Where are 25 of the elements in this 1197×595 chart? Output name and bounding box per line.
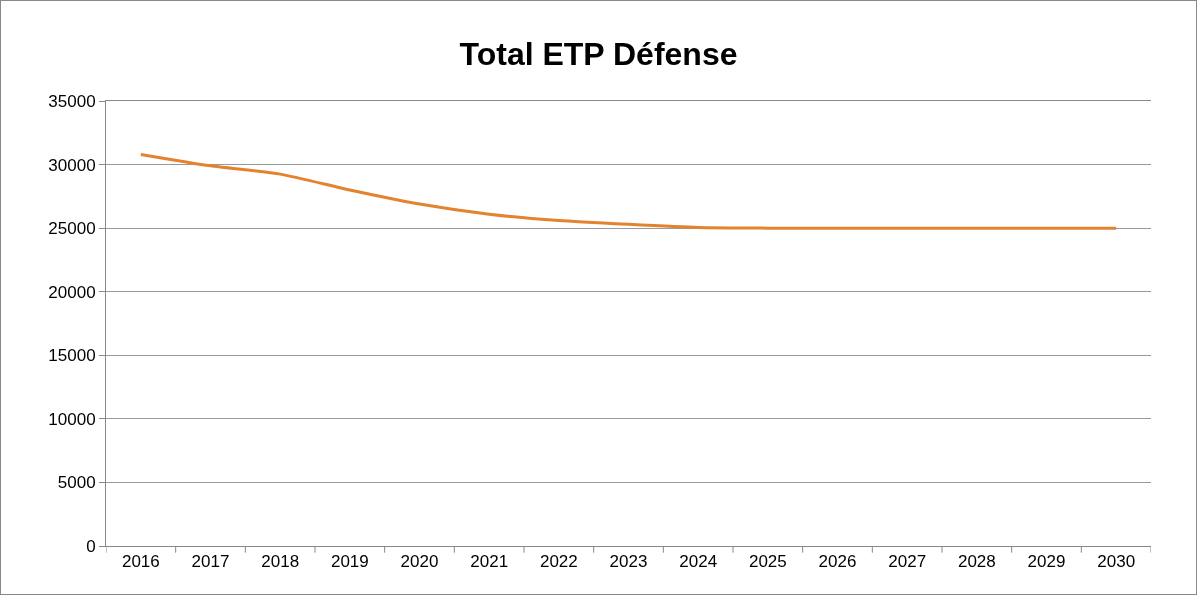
y-tick-label: 20000	[48, 282, 96, 302]
x-tick-label: 2023	[609, 552, 648, 572]
x-tick-label: 2020	[400, 552, 439, 572]
x-tick-label: 2021	[470, 552, 509, 572]
y-tick-label: 10000	[48, 409, 96, 429]
x-tick-label: 2018	[261, 552, 300, 572]
x-tick-label: 2026	[818, 552, 857, 572]
x-tick-label: 2017	[191, 552, 230, 572]
y-tick-label: 30000	[48, 155, 96, 175]
chart-title: Total ETP Défense	[459, 35, 738, 72]
y-tick-label: 0	[86, 536, 96, 556]
y-tick-label: 15000	[48, 346, 96, 366]
x-tick-label: 2030	[1097, 552, 1136, 572]
y-tick-label: 5000	[57, 473, 96, 493]
x-tick-label: 2028	[957, 552, 996, 572]
x-tick-label: 2025	[748, 552, 787, 572]
x-tick-label: 2027	[888, 552, 927, 572]
line-series	[139, 152, 1118, 230]
x-tick-label: 2016	[121, 552, 160, 572]
y-tick-label: 35000	[48, 91, 96, 111]
x-tick-label: 2019	[330, 552, 369, 572]
x-tick-label: 2024	[679, 552, 718, 572]
y-tick-label: 25000	[48, 219, 96, 239]
x-tick-label: 2022	[539, 552, 578, 572]
x-tick-label: 2029	[1027, 552, 1066, 572]
